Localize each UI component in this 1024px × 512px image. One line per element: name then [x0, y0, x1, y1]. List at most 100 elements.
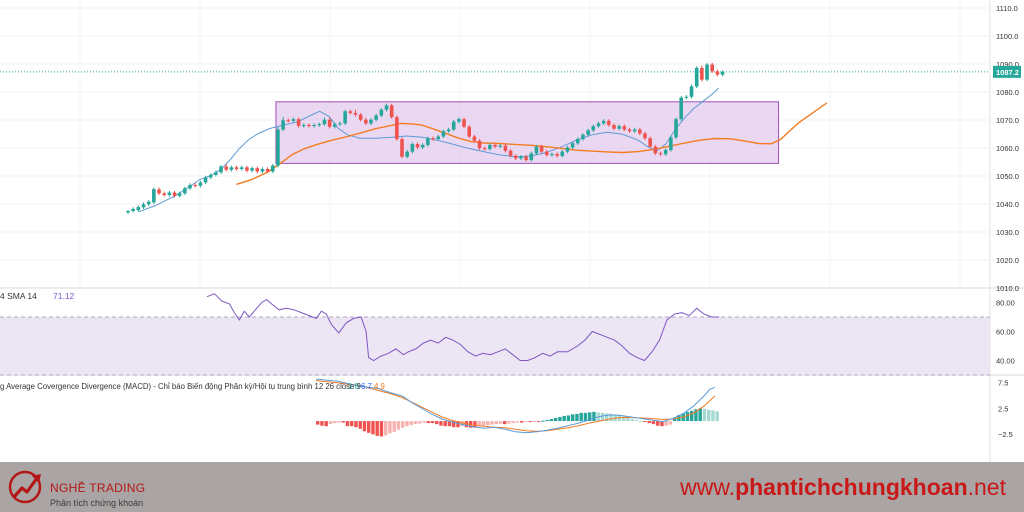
- candle-down: [462, 119, 466, 127]
- macd-histogram-bar: [503, 421, 507, 425]
- macd-signal-value: 4.9: [374, 382, 385, 391]
- candle-up: [426, 138, 430, 145]
- candle-up: [131, 209, 135, 211]
- candle-up: [276, 129, 280, 166]
- candle-up: [260, 169, 265, 172]
- candle-down: [431, 138, 435, 140]
- macd-histogram-bar: [498, 421, 503, 424]
- candle-down: [353, 113, 358, 115]
- candle-down: [400, 139, 404, 157]
- candle-down: [193, 184, 198, 186]
- macd-histogram-bar: [643, 421, 647, 423]
- candle-up: [141, 204, 146, 208]
- candle-up: [586, 130, 590, 135]
- macd-histogram-bar: [592, 411, 596, 422]
- candle-down: [710, 64, 715, 72]
- candle-up: [570, 143, 575, 148]
- candle-up: [519, 156, 523, 159]
- macd-histogram-bar: [617, 415, 622, 422]
- macd-histogram-bar: [562, 415, 566, 422]
- macd-histogram-bar: [528, 421, 532, 423]
- macd-histogram-bar: [634, 420, 639, 422]
- candle-up: [410, 144, 415, 152]
- price-tick-label: 1060.0: [996, 144, 1019, 153]
- candle-up: [343, 111, 347, 124]
- candle-down: [162, 193, 166, 196]
- candle-up: [374, 115, 378, 120]
- candle-up: [446, 129, 451, 132]
- macd-histogram-bar: [715, 411, 719, 422]
- macd-histogram-bar: [435, 421, 439, 425]
- chart-area: 1010.0 1020.0 1030.0 1040.0 1050.0 1060.0 1070…: [0, 0, 1024, 462]
- macd-histogram-bar: [350, 421, 354, 427]
- candle-up: [720, 71, 725, 75]
- candle-down: [700, 67, 704, 80]
- candle-up: [152, 189, 156, 203]
- candle-up: [136, 207, 141, 211]
- price-tick-label: 1040.0: [996, 200, 1019, 209]
- macd-histogram-bar: [541, 420, 545, 422]
- macd-histogram-bar: [341, 421, 345, 423]
- price-tick-label: 1110.0: [996, 4, 1018, 13]
- macd-histogram-bar: [698, 408, 702, 422]
- candle-up: [229, 167, 234, 170]
- price-tick-label: 1010.0: [996, 284, 1019, 293]
- candle-up: [679, 97, 683, 120]
- candle-down: [307, 125, 311, 127]
- candle-down: [508, 150, 513, 156]
- candle-up: [270, 165, 275, 172]
- candle-up: [451, 121, 456, 130]
- website-link[interactable]: www.phantichchungkhoan.net: [680, 474, 1006, 501]
- candle-up: [694, 67, 699, 87]
- website-prefix: www.: [680, 474, 736, 500]
- macd-histogram-bar: [320, 421, 324, 426]
- macd-histogram-bar: [481, 421, 486, 426]
- macd-histogram-bar: [571, 414, 575, 422]
- candle-up: [369, 119, 373, 124]
- candle-down: [555, 154, 559, 156]
- candle-up: [291, 119, 296, 121]
- candle-down: [627, 129, 632, 132]
- candle-down: [327, 119, 332, 127]
- macd-histogram-bar: [392, 421, 396, 432]
- candle-down: [358, 114, 363, 120]
- candle-down: [607, 120, 611, 126]
- brand-tagline: Phân tích chứng khoán: [50, 498, 144, 508]
- candle-down: [265, 169, 270, 172]
- macd-histogram-bar: [605, 413, 609, 422]
- candle-up: [177, 193, 182, 196]
- macd-tick-label: 7.5: [998, 379, 1008, 388]
- macd-line: [315, 378, 716, 434]
- candle-up: [188, 184, 192, 189]
- candle-down: [715, 71, 720, 75]
- last-price-badge: [993, 65, 1021, 78]
- macd-histogram-bar: [422, 421, 426, 423]
- candle-up: [663, 149, 668, 155]
- candle-down: [643, 133, 647, 139]
- candle-up: [239, 167, 244, 169]
- candle-up: [534, 146, 539, 154]
- macd-histogram-bar: [660, 421, 664, 427]
- candle-up: [322, 119, 327, 125]
- candle-down: [658, 153, 663, 155]
- candles: [126, 62, 725, 215]
- candle-down: [255, 168, 260, 172]
- macd-line-value: 6.7: [361, 382, 372, 391]
- candle-up: [203, 177, 208, 183]
- macd-histogram-bar: [443, 421, 447, 427]
- candle-down: [157, 189, 161, 194]
- candle-down: [395, 117, 399, 140]
- macd-histogram-bar: [575, 413, 579, 422]
- candle-down: [493, 144, 497, 147]
- macd-histogram-bar: [690, 410, 694, 422]
- macd-histogram-bar: [626, 417, 630, 422]
- candle-down: [389, 105, 394, 118]
- price-tick-label: 1050.0: [996, 172, 1019, 181]
- candle-down: [648, 138, 652, 147]
- price-tick-label: 1070.0: [996, 116, 1019, 125]
- macd-histogram-bar: [358, 421, 362, 429]
- candle-up: [379, 109, 384, 116]
- macd-histogram-bar: [711, 410, 715, 422]
- candle-up: [617, 126, 621, 129]
- candle-up: [167, 192, 172, 196]
